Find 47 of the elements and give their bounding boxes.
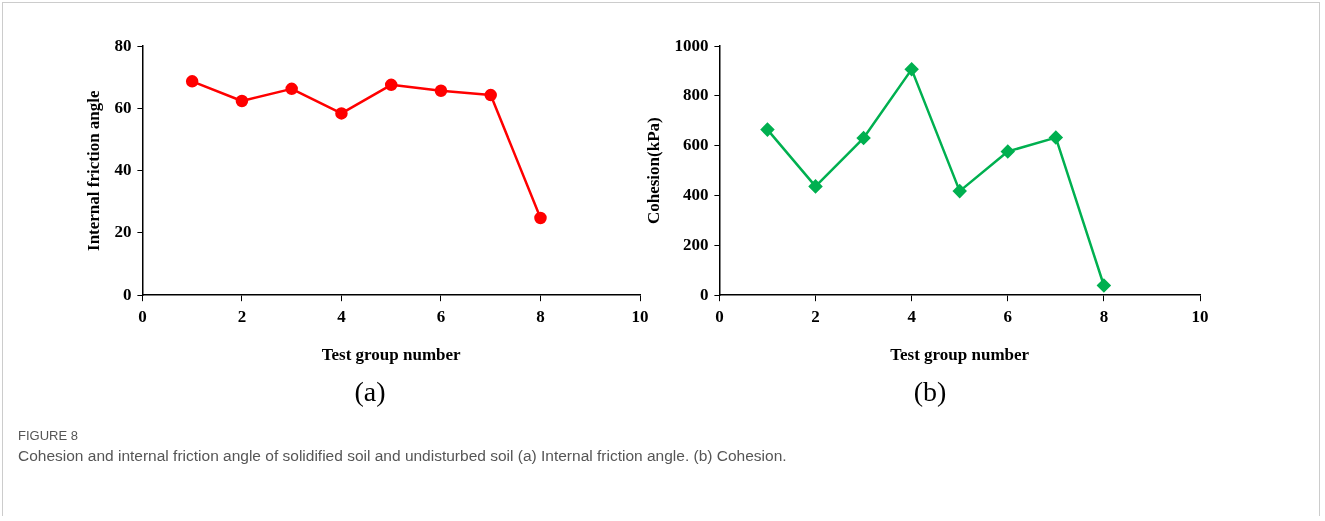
point bbox=[1049, 130, 1063, 145]
caption: FIGURE 8 bbox=[18, 428, 79, 443]
point bbox=[856, 131, 871, 145]
x-tick-label: 6 bbox=[436, 306, 446, 326]
text: (a) bbox=[353, 376, 387, 408]
point bbox=[235, 94, 249, 108]
y-tick-label: 40 bbox=[114, 160, 132, 180]
point bbox=[484, 88, 497, 102]
x-axis-title: Test group number bbox=[890, 345, 1030, 365]
x-tick-label: 2 bbox=[237, 306, 247, 326]
y-tick-label: 200 bbox=[682, 234, 709, 254]
point bbox=[185, 75, 199, 88]
y-tick-label: 0 bbox=[122, 284, 132, 304]
x-tick-label: 10 bbox=[631, 306, 649, 326]
x-tick-label: 10 bbox=[1191, 306, 1209, 326]
y-tick-label: 20 bbox=[114, 222, 132, 242]
point bbox=[760, 122, 775, 137]
point bbox=[434, 84, 448, 97]
point bbox=[285, 82, 298, 96]
x-tick-label: 0 bbox=[715, 306, 724, 326]
point bbox=[904, 62, 919, 77]
y-tick-label: 1000 bbox=[674, 35, 709, 55]
y-tick-label: 60 bbox=[114, 97, 132, 117]
text: Cohesion and internal friction angle of solidified soil and undisturbed soil (a) Internal friction angle. (b) Cohesion. bbox=[18, 447, 788, 465]
y-axis-title: Internal friction angle bbox=[83, 89, 103, 251]
point bbox=[808, 179, 823, 194]
x-tick-label: 8 bbox=[1099, 306, 1109, 326]
x-tick-label: 4 bbox=[337, 306, 347, 326]
x-tick-label: 0 bbox=[138, 306, 147, 326]
point bbox=[1001, 144, 1015, 159]
y-axis-title: Cohesion(kPa) bbox=[643, 117, 663, 225]
point bbox=[534, 211, 547, 225]
y-tick-label: 800 bbox=[682, 85, 709, 105]
point bbox=[1097, 278, 1111, 293]
x-tick-label: 8 bbox=[536, 306, 545, 326]
y-tick-label: 600 bbox=[682, 135, 709, 155]
y-tick-label: 80 bbox=[114, 35, 132, 55]
x-tick-label: 2 bbox=[811, 306, 820, 326]
point bbox=[952, 184, 967, 198]
point bbox=[384, 78, 398, 92]
text: (b) bbox=[912, 376, 948, 408]
point bbox=[335, 107, 348, 120]
x-axis-title: Test group number bbox=[321, 345, 462, 365]
y-tick-label: 0 bbox=[699, 284, 709, 304]
y-tick-label: 400 bbox=[682, 184, 709, 204]
x-tick-label: 6 bbox=[1003, 306, 1013, 326]
x-tick-label: 4 bbox=[907, 306, 917, 326]
